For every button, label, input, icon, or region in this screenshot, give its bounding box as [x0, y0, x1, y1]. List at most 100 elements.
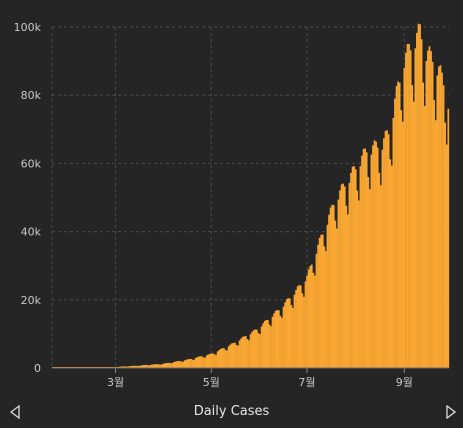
bar: [420, 39, 423, 369]
bar: [161, 363, 164, 368]
bar: [314, 275, 316, 368]
bar: [158, 364, 161, 368]
bar: [238, 340, 241, 368]
bar: [205, 355, 208, 368]
bar: [433, 100, 436, 369]
bar: [353, 166, 355, 368]
bar: [416, 32, 418, 369]
bar: [210, 353, 213, 368]
bar: [218, 350, 221, 368]
bar: [389, 159, 392, 368]
bar: [434, 120, 437, 368]
bar: [292, 307, 294, 368]
bar: [281, 317, 283, 368]
bar: [412, 101, 415, 369]
bar: [136, 365, 139, 368]
bar: [213, 354, 216, 368]
bar: [430, 51, 432, 369]
bar: [431, 61, 434, 369]
bar: [290, 305, 293, 368]
bar: [204, 357, 206, 368]
bar: [390, 165, 393, 368]
bar: [423, 105, 426, 368]
bar: [442, 85, 445, 368]
bar: [265, 320, 268, 368]
bar: [405, 52, 407, 368]
bar: [336, 228, 338, 368]
bar: [350, 172, 352, 368]
prev-chart-button[interactable]: [6, 403, 24, 421]
bar: [212, 353, 214, 368]
next-chart-button[interactable]: [442, 403, 460, 421]
bar: [152, 364, 155, 368]
bar: [320, 234, 323, 368]
bar: [127, 366, 130, 368]
bar: [251, 331, 253, 368]
bar: [172, 362, 175, 368]
bar: [226, 350, 228, 368]
bar: [215, 354, 217, 368]
bar: [348, 182, 351, 368]
y-tick-label: 0: [34, 362, 41, 375]
bar: [179, 361, 181, 368]
bar: [293, 294, 296, 368]
bar: [403, 67, 406, 369]
bar: [240, 338, 243, 368]
bar: [361, 155, 363, 368]
bar: [282, 306, 285, 368]
bar: [408, 43, 410, 368]
bar: [339, 190, 341, 368]
bar: [133, 365, 136, 368]
bar: [146, 365, 148, 368]
bar: [347, 214, 349, 368]
bar: [417, 23, 420, 368]
bar: [125, 366, 128, 368]
chart-title: Daily Cases: [193, 404, 270, 419]
bar: [183, 360, 186, 368]
bar: [208, 353, 211, 368]
bar: [193, 359, 195, 368]
bar: [318, 237, 321, 368]
y-tick-label: 100k: [14, 21, 42, 34]
bar: [260, 326, 263, 368]
bar: [299, 285, 302, 368]
bar: [207, 354, 210, 368]
bar: [135, 365, 137, 368]
bar: [384, 130, 387, 368]
bar: [257, 333, 260, 368]
daily-cases-chart: 0 20k 40k 60k 80k 100k 3월 5월 7월 9월: [14, 21, 450, 389]
bar: [201, 356, 203, 368]
bar: [436, 75, 439, 368]
bar: [438, 66, 440, 368]
chart-footer: Daily Cases: [0, 396, 463, 428]
bar: [398, 82, 401, 368]
bar: [249, 334, 252, 368]
bar: [307, 269, 310, 368]
bar: [190, 358, 192, 368]
x-tick-label: 7월: [298, 376, 315, 389]
bar: [310, 264, 313, 368]
bar: [219, 348, 222, 368]
bar: [409, 50, 412, 368]
x-tick-label: 3월: [107, 376, 124, 389]
triangle-right-outline-icon: [446, 405, 456, 419]
bar: [328, 214, 330, 368]
bar: [331, 204, 334, 368]
bar: [370, 154, 373, 368]
bar: [395, 86, 398, 368]
bar: [263, 321, 266, 368]
bar: [419, 24, 421, 369]
bar: [174, 361, 177, 368]
bar: [243, 336, 246, 368]
bar: [168, 362, 170, 368]
bar: [315, 253, 318, 368]
bar: [147, 365, 150, 368]
bar: [368, 189, 371, 368]
bar: [304, 281, 307, 368]
bar: [287, 298, 290, 368]
bar: [387, 134, 390, 368]
bar: [262, 323, 264, 368]
bar: [230, 343, 233, 368]
bar: [444, 122, 447, 368]
bar: [445, 144, 448, 368]
